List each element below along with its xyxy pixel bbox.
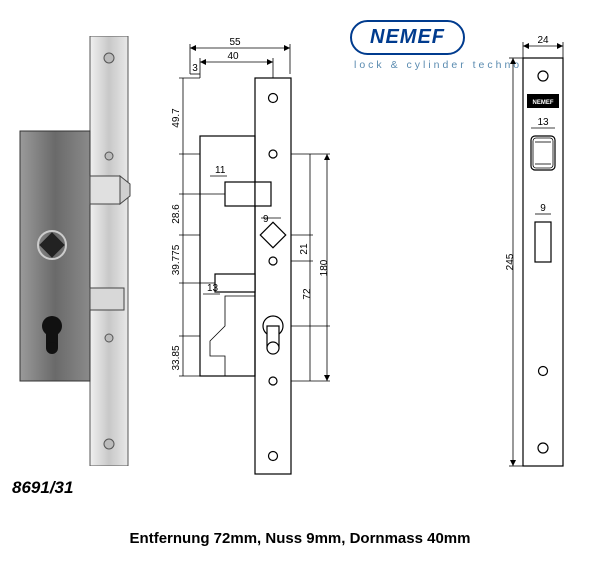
dim-180: 180 xyxy=(319,259,330,276)
lock-photo xyxy=(10,36,140,466)
dim-11: 11 xyxy=(215,165,226,176)
dim-33-85: 33.85 xyxy=(171,345,182,370)
dim-21: 21 xyxy=(299,243,310,255)
dim-13r: 13 xyxy=(537,117,549,128)
dim-3: 3 xyxy=(192,63,198,74)
brand-logo-box: NEMEF xyxy=(350,20,465,55)
dim-55: 55 xyxy=(229,37,241,48)
caption: Entfernung 72mm, Nuss 9mm, Dornmass 40mm xyxy=(0,530,600,547)
plate-logo: NEMEF xyxy=(533,100,554,106)
dim-49-7: 49.7 xyxy=(171,108,182,128)
dim-28-6: 28.6 xyxy=(171,204,182,224)
brand-name: NEMEF xyxy=(370,26,445,48)
dim-245: 245 xyxy=(505,253,516,270)
dim-39-775: 39.775 xyxy=(171,244,182,275)
right-technical-drawing: 24 NEMEF 13 9 245 xyxy=(505,36,585,476)
dim-72: 72 xyxy=(302,288,313,300)
dim-9-nut: 9 xyxy=(263,214,269,225)
middle-technical-drawing: 55 40 3 9 49.7 28.6 39.775 33.85 11 13 xyxy=(155,36,355,476)
dim-24: 24 xyxy=(537,36,549,46)
dim-13: 13 xyxy=(207,283,219,294)
dim-9r: 9 xyxy=(540,203,546,214)
dim-40: 40 xyxy=(227,51,239,62)
model-number: 8691/31 xyxy=(12,478,73,498)
